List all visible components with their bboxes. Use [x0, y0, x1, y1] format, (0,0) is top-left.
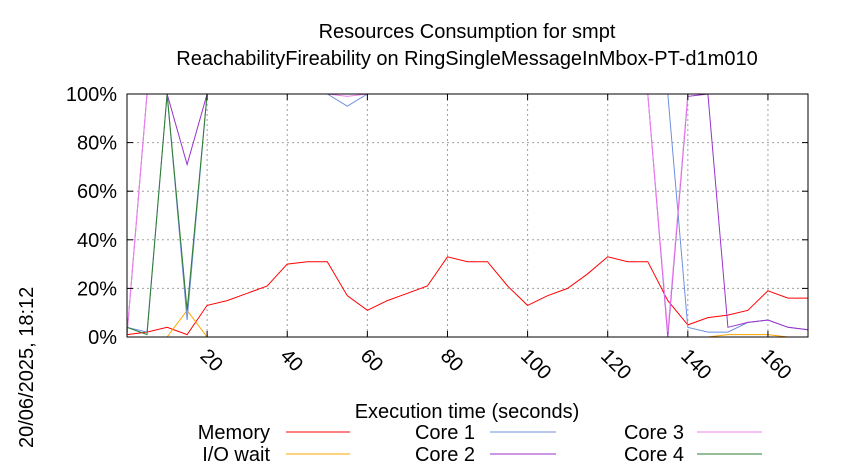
x-tick-label: 120: [596, 345, 635, 384]
x-tick-label: 100: [516, 345, 555, 384]
grid: [127, 94, 808, 337]
y-tick-label: 60%: [77, 181, 117, 203]
series-line-memory: [127, 256, 808, 336]
legend-label: Core 2: [415, 444, 475, 466]
x-tick-label: 140: [676, 345, 715, 384]
series-line-core-1: [127, 94, 808, 333]
plot-area: [127, 94, 808, 337]
y-tick-label: 0%: [88, 327, 117, 349]
y-tick-label: 20%: [77, 278, 117, 300]
timestamp-label: 20/06/2025, 18:12: [16, 287, 38, 448]
series-line-core-2: [127, 94, 808, 337]
legend-label: I/O wait: [202, 444, 270, 466]
series-line-core-4: [127, 94, 808, 336]
series-line-core-3: [127, 94, 808, 335]
x-tick-label: 60: [356, 345, 387, 376]
y-tick-label: 40%: [77, 230, 117, 252]
series-line-i-o-wait: [127, 309, 808, 337]
x-tick-label: 20: [196, 345, 227, 376]
x-tick-label: 80: [436, 345, 467, 376]
x-tick-label: 160: [756, 345, 795, 384]
chart-title: Resources Consumption for smpt: [319, 21, 616, 43]
y-tick-label: 80%: [77, 133, 117, 155]
y-tick-label: 100%: [66, 84, 117, 106]
legend-label: Core 1: [415, 422, 475, 444]
plot-frame: [126, 93, 809, 338]
legend-label: Core 3: [624, 422, 684, 444]
x-tick-label: 40: [276, 345, 307, 376]
legend-label: Core 4: [624, 444, 684, 466]
x-axis-label: Execution time (seconds): [355, 401, 580, 423]
chart-subtitle: ReachabilityFireability on RingSingleMes…: [176, 48, 757, 70]
legend-label: Memory: [198, 422, 270, 444]
